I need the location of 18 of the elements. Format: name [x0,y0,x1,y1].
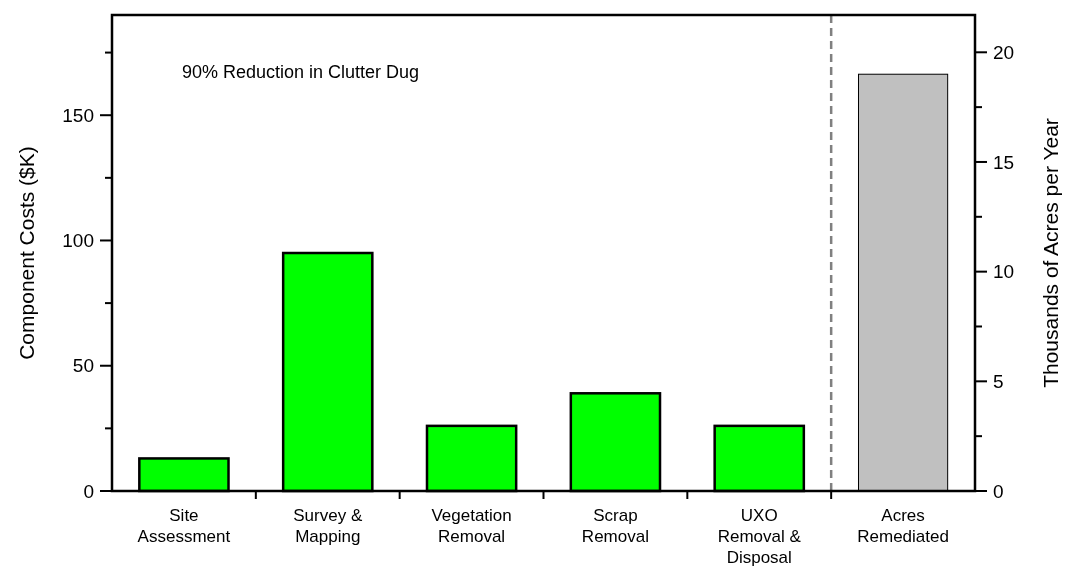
y2-axis-title: Thousands of Acres per Year [1039,118,1062,388]
annotation: 90% Reduction in Clutter Dug [182,62,420,82]
y-tick-label: 0 [83,480,94,502]
y2-tick-label: 0 [993,480,1004,502]
y-tick-label: 150 [62,104,94,126]
y2-tick-label: 20 [993,41,1015,63]
x-tick-label: Vegetation Removal [431,506,512,546]
y2-tick-label: 15 [993,151,1015,173]
x-tick-label: UXO Removal & Disposal [717,506,802,567]
y-axis-title: Component Costs ($K) [15,146,38,360]
y2-tick-label: 5 [993,370,1004,392]
x-tick-label: Acres Remediated [857,506,949,546]
x-tick-label: Site Assessment [137,506,231,546]
x-tick-label: Scrap Removal [581,506,649,546]
y2-tick-label: 10 [993,261,1015,283]
y-tick-label: 50 [72,355,94,377]
y-tick-label: 100 [62,230,94,252]
x-tick-label: Survey & Mapping [293,506,363,546]
